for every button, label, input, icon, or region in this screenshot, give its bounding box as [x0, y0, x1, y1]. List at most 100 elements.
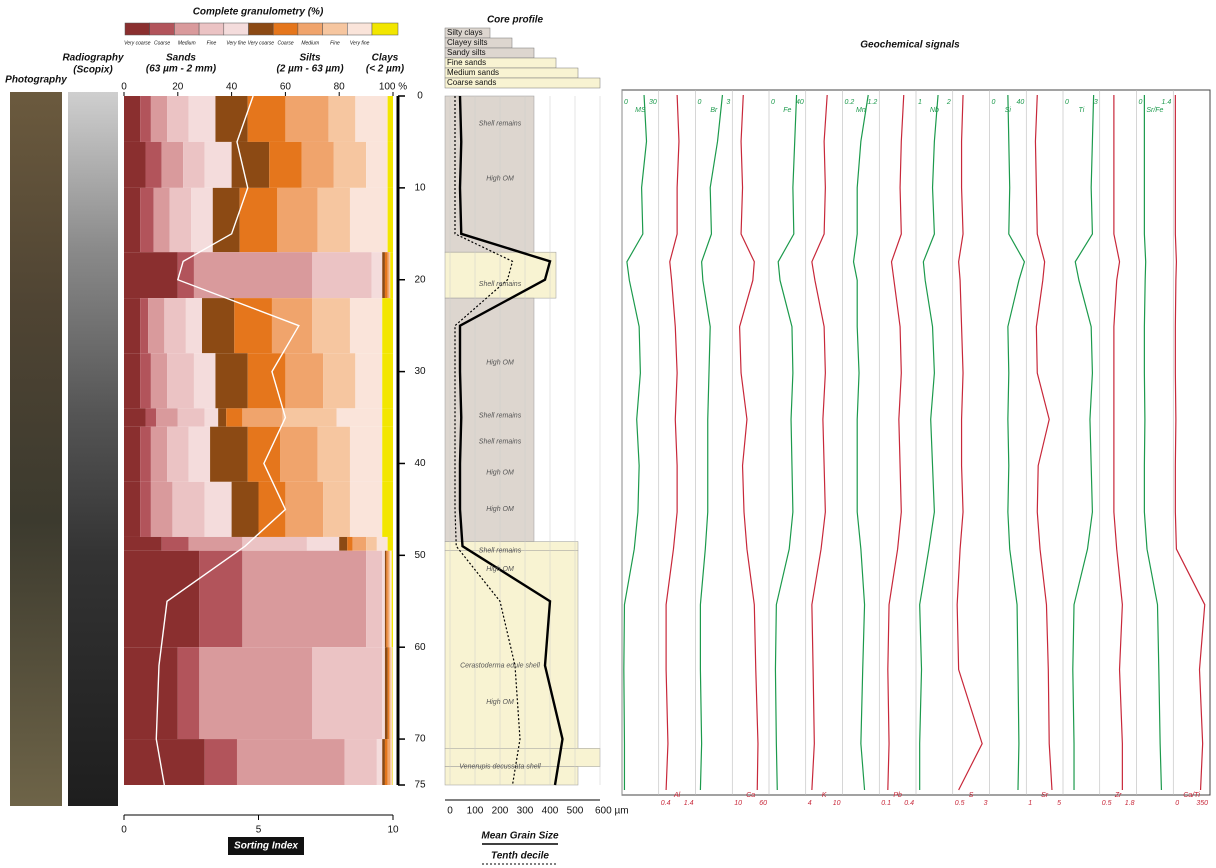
grain-class	[177, 408, 205, 427]
track-label: 1.2	[868, 99, 878, 106]
annotation: High OM	[486, 359, 514, 366]
legend-label: Coarse	[277, 40, 293, 46]
annotation: High OM	[486, 699, 514, 706]
x-tick-label: 400	[542, 806, 559, 817]
grain-class	[323, 481, 350, 537]
grain-class	[247, 353, 286, 409]
group-range: (2 µm - 63 µm)	[276, 64, 344, 75]
grain-class	[202, 298, 235, 354]
grain-class	[150, 353, 168, 409]
track-label: 0	[1065, 99, 1069, 106]
legend-swatch	[347, 22, 373, 36]
track-label: Ti	[1078, 107, 1084, 114]
grain-class	[124, 408, 146, 427]
grain-class	[204, 141, 232, 188]
grain-class	[167, 96, 189, 142]
legend-swatch	[272, 22, 299, 36]
legend-swatch	[248, 22, 274, 36]
grain-class	[344, 739, 377, 785]
track-label: Br	[710, 107, 718, 114]
grain-class	[355, 96, 388, 142]
legend-label: Tenth decile	[491, 851, 549, 862]
track-label: Ca	[746, 792, 755, 799]
grain-class	[282, 408, 337, 427]
geochem-curve	[1143, 95, 1163, 791]
photograph	[10, 92, 62, 806]
grain-class	[306, 536, 340, 551]
legend-label: Very fine	[350, 40, 370, 46]
grain-class	[387, 536, 393, 551]
legend-label: Medium	[301, 40, 319, 46]
grain-class	[352, 536, 367, 551]
annotation: High OM	[486, 176, 514, 183]
y-tick-label: 30	[414, 366, 426, 377]
grain-class	[124, 141, 146, 188]
grain-class	[153, 187, 170, 253]
grain-class	[387, 96, 393, 142]
track-label: 0	[1139, 99, 1143, 106]
grain-class	[312, 252, 372, 299]
group-label: Sands	[166, 53, 196, 64]
annotation: Shell remains	[479, 438, 522, 445]
track-label: Ca/Ti	[1183, 792, 1200, 799]
grain-class	[188, 536, 243, 551]
grain-class	[285, 353, 324, 409]
grain-class	[188, 96, 216, 142]
grain-class	[124, 550, 200, 648]
grain-class	[376, 739, 383, 785]
geochem-curve	[1113, 95, 1123, 790]
grain-class	[150, 481, 173, 537]
grain-class	[366, 141, 388, 188]
track-label: Nb	[930, 107, 939, 114]
group-label: Clays	[372, 53, 399, 64]
grain-class	[247, 426, 281, 482]
legend-label: Very fine	[226, 40, 246, 46]
grain-class	[193, 252, 313, 299]
legend-swatch	[149, 22, 175, 36]
grain-class	[148, 298, 165, 354]
x2-axis-title: Sorting Index	[234, 841, 298, 852]
grain-class	[347, 536, 353, 551]
legend-label: Very coarse	[124, 40, 151, 46]
grain-class	[210, 426, 248, 482]
track-label: Sr/Fe	[1146, 107, 1163, 114]
lithology-label: Silty clays	[447, 28, 483, 37]
grain-class	[323, 353, 356, 409]
track-label: 0.5	[955, 800, 965, 807]
track-label: 3	[984, 800, 988, 807]
annotation: Cerastoderma edule shell	[460, 662, 540, 669]
geochem-curve	[887, 94, 905, 791]
track-label: Si	[1005, 107, 1012, 114]
grain-class	[140, 353, 151, 409]
legend-label: Very coarse	[248, 40, 275, 46]
legend-label: Coarse	[154, 40, 170, 46]
grain-class	[247, 96, 286, 142]
grain-class	[390, 550, 392, 648]
y-tick-label: 20	[414, 274, 426, 285]
grain-class	[390, 647, 392, 740]
lithology-label: Sandy silts	[447, 48, 486, 57]
track-label: 60	[759, 800, 767, 807]
track-label: Sr	[1041, 792, 1049, 799]
grain-class	[140, 96, 151, 142]
grain-class	[204, 739, 237, 785]
grain-class	[156, 408, 178, 427]
grain-class	[384, 252, 388, 299]
grain-class	[269, 141, 302, 188]
geochem-curve	[956, 94, 983, 791]
annotation: High OM	[486, 566, 514, 573]
legend-swatch	[322, 22, 348, 36]
track-label: 10	[833, 800, 841, 807]
track-label: 3	[726, 99, 730, 106]
track-label: K	[822, 792, 827, 799]
lithology-layer	[444, 297, 535, 542]
grain-class	[199, 647, 313, 740]
grain-class	[231, 481, 259, 537]
lithology-layer	[444, 766, 579, 786]
lithology-legend	[444, 77, 601, 89]
grain-class	[204, 408, 219, 427]
group-range: (< 2 µm)	[366, 64, 405, 75]
lithology-label: Coarse sands	[447, 78, 496, 87]
